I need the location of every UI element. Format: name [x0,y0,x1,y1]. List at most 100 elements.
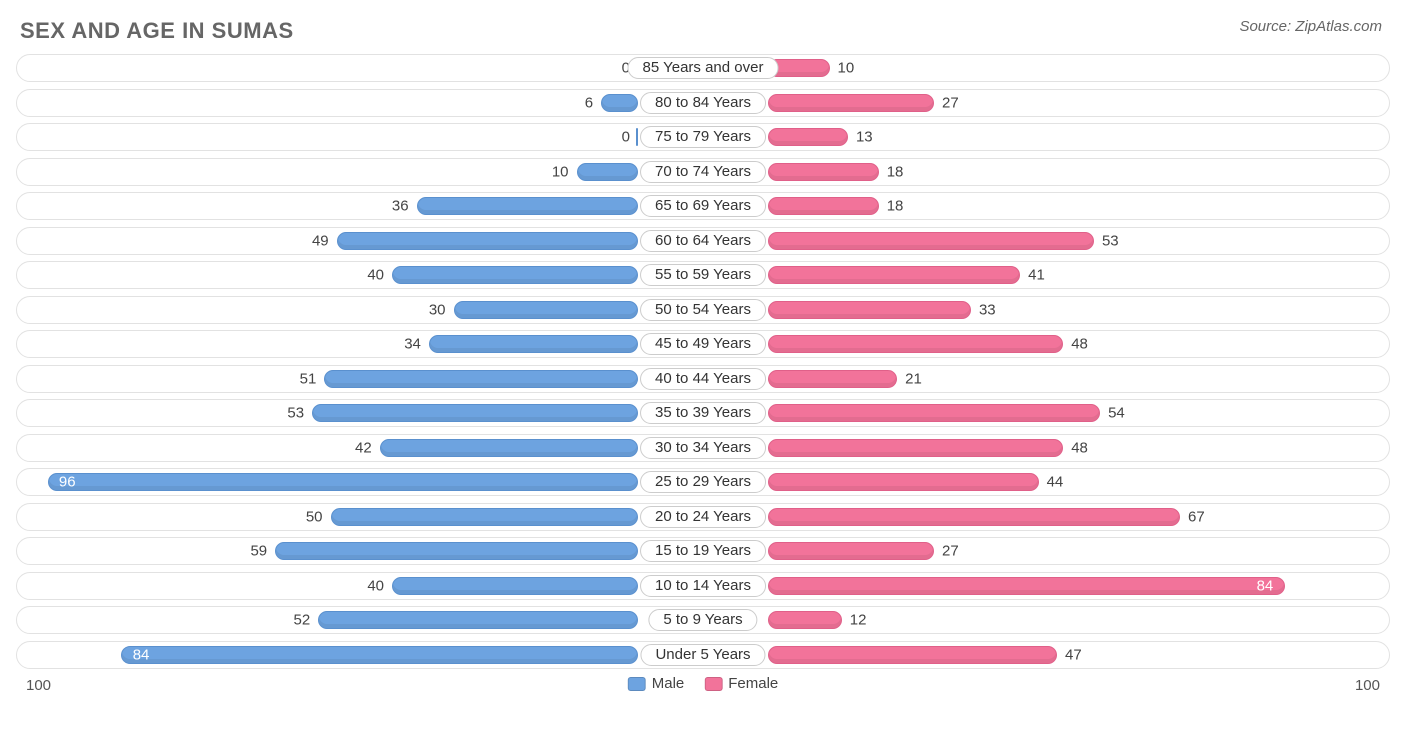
male-half: 52 [17,607,703,633]
female-value: 21 [905,370,922,387]
male-bar [417,197,638,215]
male-bar [337,232,638,250]
female-half: 54 [703,400,1389,426]
pyramid-row: 84 47 Under 5 Years [16,641,1390,669]
pyramid-row: 34 48 45 to 49 Years [16,330,1390,358]
female-bar [768,508,1180,526]
age-category-pill: 55 to 59 Years [640,264,766,286]
male-value: 6 [585,94,593,111]
age-category-pill: 20 to 24 Years [640,506,766,528]
male-bar [601,94,638,112]
female-bar [768,128,848,146]
male-half: 50 [17,504,703,530]
axis-max-left: 100 [26,677,51,694]
male-half: 6 [17,90,703,116]
male-half: 10 [17,159,703,185]
male-half: 34 [17,331,703,357]
chart-source: Source: ZipAtlas.com [1239,18,1382,35]
pyramid-row: 506720 to 24 Years [16,503,1390,531]
female-bar [768,439,1063,457]
male-half: 30 [17,297,703,323]
pyramid-row: 535435 to 39 Years [16,399,1390,427]
female-value: 27 [942,543,959,560]
female-half: 21 [703,366,1389,392]
male-value: 50 [306,508,323,525]
male-value: 59 [250,543,267,560]
pyramid-row: 404155 to 59 Years [16,261,1390,289]
pyramid-row: 303350 to 54 Years [16,296,1390,324]
female-bar [768,370,897,388]
pyramid-row: 361865 to 69 Years [16,192,1390,220]
male-value: 52 [294,612,311,629]
male-half: 0 [17,124,703,150]
age-category-pill: 85 Years and over [628,57,779,79]
female-half: 53 [703,228,1389,254]
male-value: 10 [552,163,569,180]
female-half: 47 [703,642,1389,668]
female-half: 84 [703,573,1389,599]
male-half: 42 [17,435,703,461]
female-half: 27 [703,90,1389,116]
female-half: 27 [703,538,1389,564]
female-half: 18 [703,193,1389,219]
female-bar [768,266,1020,284]
age-category-pill: 80 to 84 Years [640,92,766,114]
age-category-pill: 25 to 29 Years [640,471,766,493]
age-category-pill: 40 to 44 Years [640,368,766,390]
female-bar [768,611,842,629]
female-bar [768,473,1039,491]
female-value: 53 [1102,232,1119,249]
male-half: 51 [17,366,703,392]
female-value: 47 [1065,646,1082,663]
female-value: 18 [887,163,904,180]
legend-swatch-male [628,677,646,691]
legend-swatch-female [704,677,722,691]
male-half: 40 [17,262,703,288]
female-half: 33 [703,297,1389,323]
male-value: 40 [367,267,384,284]
male-value: 96 [59,474,76,491]
legend-label-male: Male [652,675,685,692]
female-half: 10 [703,55,1389,81]
legend-item-female: Female [704,675,778,692]
female-value: 48 [1071,336,1088,353]
male-value: 42 [355,439,372,456]
male-value: 84 [133,646,150,663]
pyramid-row: 6 27 80 to 84 Years [16,89,1390,117]
male-half: 96 [17,469,703,495]
chart-title: SEX AND AGE IN SUMAS [20,18,1390,44]
male-value: 49 [312,232,329,249]
male-bar [324,370,638,388]
age-category-pill: 5 to 9 Years [648,609,757,631]
female-bar [768,94,934,112]
male-bar [48,473,638,491]
male-bar [380,439,638,457]
male-bar [392,577,638,595]
male-bar [318,611,638,629]
female-value: 84 [1257,577,1274,594]
age-category-pill: Under 5 Years [640,644,765,666]
female-bar [768,577,1285,595]
female-bar [768,335,1063,353]
male-value: 40 [367,577,384,594]
male-bar [429,335,638,353]
pyramid-row: 01085 Years and over [16,54,1390,82]
legend-label-female: Female [728,675,778,692]
male-value: 34 [404,336,421,353]
male-half: 36 [17,193,703,219]
legend: Male Female [628,675,779,692]
female-bar [768,232,1094,250]
female-bar [768,646,1057,664]
pyramid-row: 52125 to 9 Years [16,606,1390,634]
male-value: 30 [429,301,446,318]
male-bar [121,646,638,664]
male-bar [577,163,639,181]
male-half: 49 [17,228,703,254]
age-category-pill: 35 to 39 Years [640,402,766,424]
age-category-pill: 10 to 14 Years [640,575,766,597]
male-bar [454,301,639,319]
age-category-pill: 45 to 49 Years [640,333,766,355]
pyramid-row: 01375 to 79 Years [16,123,1390,151]
female-bar [768,542,934,560]
female-value: 27 [942,94,959,111]
